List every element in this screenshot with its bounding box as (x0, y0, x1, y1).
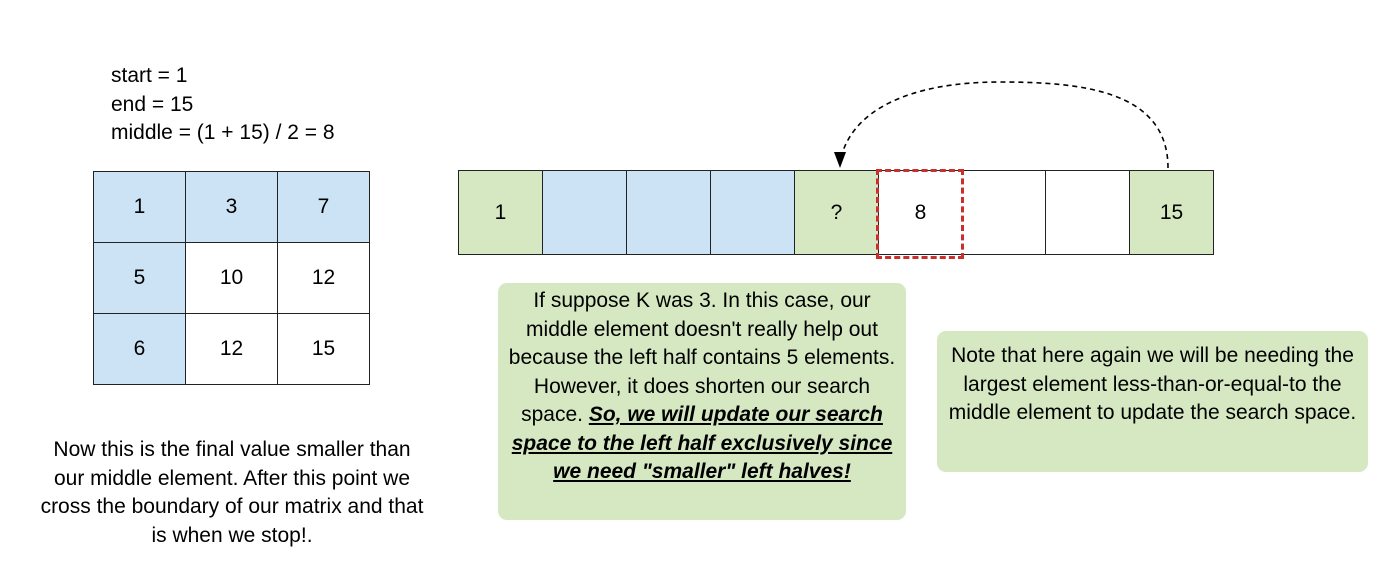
matrix-cell: 7 (277, 171, 370, 243)
matrix-grid: 1 3 7 5 10 12 6 12 15 (93, 171, 370, 385)
array-cell (627, 171, 711, 254)
matrix-cell: 3 (185, 171, 278, 243)
array-cell (1046, 171, 1130, 254)
middle-label: middle = (1 + 15) / 2 = 8 (111, 121, 335, 144)
start-label: start = 1 (111, 64, 188, 87)
note-plain-text: If suppose K was 3. In this case, our mi… (508, 289, 896, 426)
matrix-row: 5 10 12 (93, 242, 370, 314)
matrix-row: 1 3 7 (93, 171, 370, 243)
array-cell-start: 1 (459, 171, 543, 254)
matrix-cell: 12 (185, 313, 278, 385)
flattened-array: 1 ? 8 15 (458, 170, 1214, 255)
matrix-cell: 10 (185, 242, 278, 314)
matrix-cell: 15 (277, 313, 370, 385)
array-cell-middle: 8 (914, 200, 927, 224)
array-cell (962, 171, 1046, 254)
variable-definitions: start = 1 end = 15 middle = (1 + 15) / 2… (111, 62, 335, 148)
array-cell-unknown: ? (795, 171, 879, 254)
array-cell (711, 171, 795, 254)
array-cell (543, 171, 627, 254)
final-value-caption: Now this is the final value smaller than… (40, 438, 424, 547)
matrix-cell: 12 (277, 242, 370, 314)
array-cell-end: 15 (1130, 171, 1214, 254)
end-label: end = 15 (111, 92, 194, 116)
matrix-cell: 1 (93, 171, 186, 243)
matrix-cell: 5 (93, 242, 186, 314)
search-space-note: Note that here again we will be needing … (937, 331, 1368, 472)
matrix-row: 6 12 15 (93, 313, 370, 385)
note-emphasis-text: So, we will update our search space to t… (511, 403, 893, 483)
explanation-note: If suppose K was 3. In this case, our mi… (498, 283, 906, 520)
matrix-cell: 6 (93, 313, 186, 385)
